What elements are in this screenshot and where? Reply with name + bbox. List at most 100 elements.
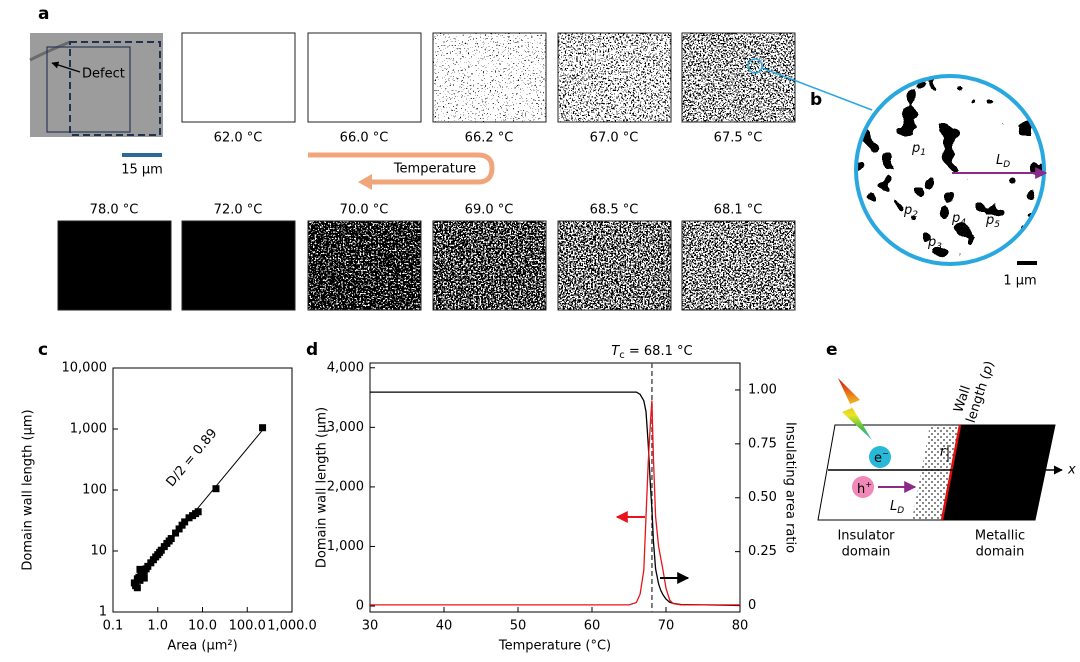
p-label: p1 — [911, 141, 926, 158]
y-axis-label: Domain wall length (µm) — [315, 407, 330, 568]
p-sub: 5 — [994, 220, 1000, 230]
panel-label: e — [826, 340, 838, 360]
p-main: p — [951, 211, 960, 226]
p-sub: 4 — [960, 218, 966, 228]
length-sub: D — [897, 506, 904, 516]
point — [259, 424, 267, 432]
y-tick-label: 10,000 — [62, 361, 108, 376]
p-sub: 1 — [920, 148, 926, 158]
hole-label: h+ — [857, 480, 872, 497]
p-main: p — [903, 203, 912, 218]
micrograph — [58, 221, 171, 310]
x-tick-label: 80 — [732, 619, 749, 634]
frame-border — [432, 220, 547, 311]
y-tick-label: 1,000 — [70, 422, 107, 437]
tc-main: T — [611, 344, 620, 359]
fit-annotation: D/2 = 0.89 — [164, 426, 221, 490]
frame-border — [557, 32, 672, 123]
y-axis-label: Domain wall length (µm) — [21, 409, 36, 570]
wall — [940, 424, 962, 521]
y2-tick-label: 0.50 — [748, 490, 777, 505]
panel-label: a — [38, 4, 49, 24]
scale-label: 15 µm — [121, 163, 163, 178]
micrograph — [433, 221, 546, 310]
light — [838, 378, 872, 440]
p-label: p3 — [927, 235, 942, 252]
region-dashed — [69, 41, 161, 136]
electron-label: e− — [874, 449, 889, 466]
y2-tick-label: 0.25 — [748, 544, 777, 559]
p-label: p5 — [985, 213, 1000, 230]
temperature-label: 72.0 °C — [214, 203, 263, 218]
temperature-label: 67.0 °C — [590, 131, 639, 146]
h-main: h — [857, 482, 865, 497]
length-label: LD — [890, 499, 904, 516]
micrograph — [30, 33, 163, 137]
defect-streak — [29, 40, 71, 62]
panel-label: c — [38, 340, 48, 360]
y2-axis-label: Insulating area ratio — [783, 422, 798, 553]
point — [194, 508, 202, 516]
length-main: L — [996, 153, 1003, 168]
point — [185, 514, 193, 522]
point — [167, 535, 175, 543]
p-sub: 3 — [936, 242, 942, 252]
panel-label: b — [810, 90, 822, 110]
wall-close: ) — [981, 359, 997, 368]
frame-border — [181, 220, 296, 311]
p-label: p4 — [951, 211, 966, 228]
y-tick-label: 2,000 — [327, 479, 364, 494]
frame-border — [181, 32, 296, 123]
metallic-region — [942, 425, 1055, 520]
x-tick-label: 100.0 — [229, 619, 266, 634]
frame-border — [432, 32, 547, 123]
region-box — [46, 46, 131, 133]
temperature-label: 62.0 °C — [214, 131, 263, 146]
plot-frame — [369, 362, 741, 613]
length-label: LD — [996, 153, 1010, 170]
electron — [869, 446, 891, 468]
y2-tick-label: 0 — [748, 598, 756, 613]
wall-p: p — [979, 364, 996, 377]
p-label: p2 — [903, 203, 918, 220]
radius-label: r — [940, 445, 947, 460]
x-axis-label: Area (µm²) — [167, 639, 237, 654]
y-tick-label: 0 — [356, 599, 364, 614]
zoom-line — [761, 67, 873, 111]
tc-rest: = 68.1 °C — [625, 344, 693, 359]
x-axis-label: Temperature (°C) — [498, 639, 611, 654]
metallic-label: domain — [976, 545, 1025, 560]
micrograph — [682, 221, 795, 310]
point — [212, 485, 220, 493]
hole — [852, 476, 874, 498]
length-main: L — [890, 499, 897, 514]
micrograph — [308, 221, 421, 310]
micrograph — [433, 33, 546, 122]
x-tick-label: 40 — [436, 619, 453, 634]
x-tick-label: 1,000.0 — [267, 619, 317, 634]
point — [157, 546, 165, 554]
x-tick-label: 70 — [658, 619, 675, 634]
micrograph — [182, 33, 295, 122]
wall-label: Walllength (p) — [949, 355, 997, 425]
tc-annotation: Tc = 68.1 °C — [611, 344, 692, 362]
temperature-label: 68.5 °C — [590, 203, 639, 218]
y2-tick-label: 1.00 — [748, 382, 777, 397]
x-tick-label: 60 — [584, 619, 601, 634]
insulator-label: domain — [842, 545, 891, 560]
point — [133, 584, 141, 592]
frame-border — [307, 220, 422, 311]
y-tick-label: 10 — [90, 544, 107, 559]
point — [136, 576, 144, 584]
micrograph — [558, 221, 671, 310]
x-tick-label: 30 — [362, 619, 379, 634]
y-tick-label: 3,000 — [327, 420, 364, 435]
point — [172, 529, 180, 537]
scale-label: 1 µm — [1003, 274, 1036, 289]
y-tick-label: 100 — [82, 483, 107, 498]
frame-border — [57, 220, 172, 311]
arrow-head — [358, 174, 372, 190]
defect-label: Defect — [82, 67, 125, 82]
tc-sub: c — [619, 350, 625, 361]
